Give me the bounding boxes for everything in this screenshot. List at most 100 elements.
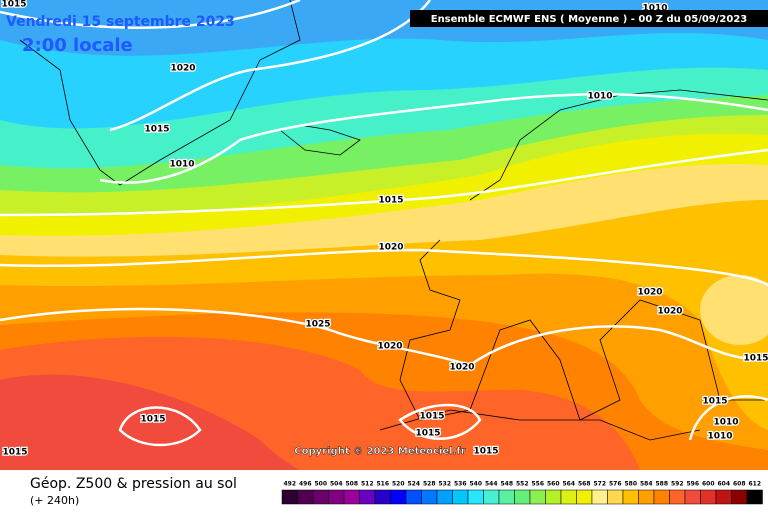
scale-swatch: [405, 489, 422, 505]
scale-swatch: [467, 489, 484, 505]
scale-label: 524: [407, 481, 420, 488]
model: Ensemble ECMWF ENS ( Moyenne ) - 00 Z du…: [431, 14, 748, 25]
scale-swatch: [560, 489, 577, 505]
scale-swatch: [498, 489, 515, 505]
isobar-label: 1020: [657, 307, 682, 317]
scale-label: 544: [485, 481, 498, 488]
scale-swatch: [746, 489, 763, 505]
scale-swatch: [669, 489, 686, 505]
scale-label: 556: [531, 481, 544, 488]
scale-swatch: [421, 489, 438, 505]
scale-label: 560: [547, 481, 560, 488]
scale-label: 608: [733, 481, 746, 488]
isobar-label: 1015: [1, 0, 26, 10]
scale-swatch: [700, 489, 717, 505]
footer-title: Géop. Z500 & pression au sol: [30, 476, 237, 492]
scale-swatch: [731, 489, 748, 505]
scale-label: 552: [516, 481, 529, 488]
isobar: [109, 0, 431, 132]
scale-label: 504: [330, 481, 343, 488]
isobar-label: 1010: [587, 92, 612, 102]
isobar-label: 1015: [743, 354, 768, 364]
scale-label: 496: [299, 481, 312, 488]
isobar: [99, 93, 768, 184]
scale-swatch: [576, 489, 593, 505]
scale-label: 572: [593, 481, 606, 488]
scale-swatch: [684, 489, 701, 505]
scale-label: 596: [686, 481, 699, 488]
band: [0, 374, 300, 470]
isobar: [688, 395, 768, 441]
scale-label: 600: [702, 481, 715, 488]
scale-label: 604: [717, 481, 730, 488]
isobar-label: 1020: [637, 288, 662, 298]
scale-swatch: [545, 489, 562, 505]
scale-swatch: [452, 489, 469, 505]
isobar-label: 1015: [144, 125, 169, 135]
coastline: [379, 409, 701, 441]
coastline: [399, 239, 768, 421]
isobar: [0, 0, 301, 29]
isobars: [0, 0, 768, 447]
isobar-label: 1010: [169, 160, 194, 170]
isobar-label: 1015: [378, 196, 403, 206]
scale-label: 492: [283, 481, 296, 488]
scale-label: 508: [345, 481, 358, 488]
scale-swatch: [297, 489, 314, 505]
coastline: [19, 0, 301, 186]
scale-swatch: [390, 489, 407, 505]
scale-swatch: [281, 489, 298, 505]
scale-swatch: [529, 489, 546, 505]
scale-label: 512: [361, 481, 374, 488]
scale-label: 568: [578, 481, 591, 488]
copyright: Copyright © 2023 Meteociel.fr: [294, 446, 465, 457]
isobar-label: 1015: [702, 397, 727, 407]
isobar-label: 1020: [170, 64, 195, 74]
isobar-label: 1020: [449, 363, 474, 373]
scale-swatch: [343, 489, 360, 505]
isobar: [0, 148, 768, 217]
scale-swatch: [374, 489, 391, 505]
isobar: [398, 403, 482, 440]
scale-label: 548: [500, 481, 513, 488]
time: 2:00 locale: [22, 35, 133, 56]
scale-label: 520: [392, 481, 405, 488]
isobar-label: 1020: [377, 342, 402, 352]
scale-label: 612: [748, 481, 761, 488]
scale-label: 584: [640, 481, 653, 488]
scale-label: 588: [655, 481, 668, 488]
scale-swatch: [622, 489, 639, 505]
scale-label: 592: [671, 481, 684, 488]
scale-swatch: [607, 489, 624, 505]
color-scale: 492 496 500 504 508 512 516 520 524 528 532 536 540 5…: [281, 481, 763, 505]
scale-label: 500: [314, 481, 327, 488]
isobar-label: 1015: [419, 412, 444, 422]
isobar-label: 1015: [415, 429, 440, 439]
isobar-label: 1020: [378, 243, 403, 253]
date: Vendredi 15 septembre 2023: [6, 14, 235, 30]
isobar: [118, 406, 202, 447]
scale-swatch: [653, 489, 670, 505]
isobar-label: 1010: [707, 432, 732, 442]
bands: [0, 0, 768, 471]
scale-label: 532: [438, 481, 451, 488]
isobar: [0, 248, 768, 287]
scale-swatch: [328, 489, 345, 505]
scale-label: 540: [469, 481, 482, 488]
isobar-label: 1010: [713, 418, 738, 428]
coastlines: [19, 0, 768, 441]
isobar-label: 1015: [2, 448, 27, 458]
scale-swatch: [591, 489, 608, 505]
coastline: [469, 89, 768, 201]
scale-label: 536: [454, 481, 467, 488]
isobar-label: 1025: [305, 320, 330, 330]
scale-label: 576: [609, 481, 622, 488]
model-box: [410, 10, 768, 27]
band: [700, 275, 768, 345]
scale-label: 580: [624, 481, 637, 488]
scale-label: 528: [423, 481, 436, 488]
isobar-label: 1015: [473, 447, 498, 457]
scale-label: 516: [376, 481, 389, 488]
